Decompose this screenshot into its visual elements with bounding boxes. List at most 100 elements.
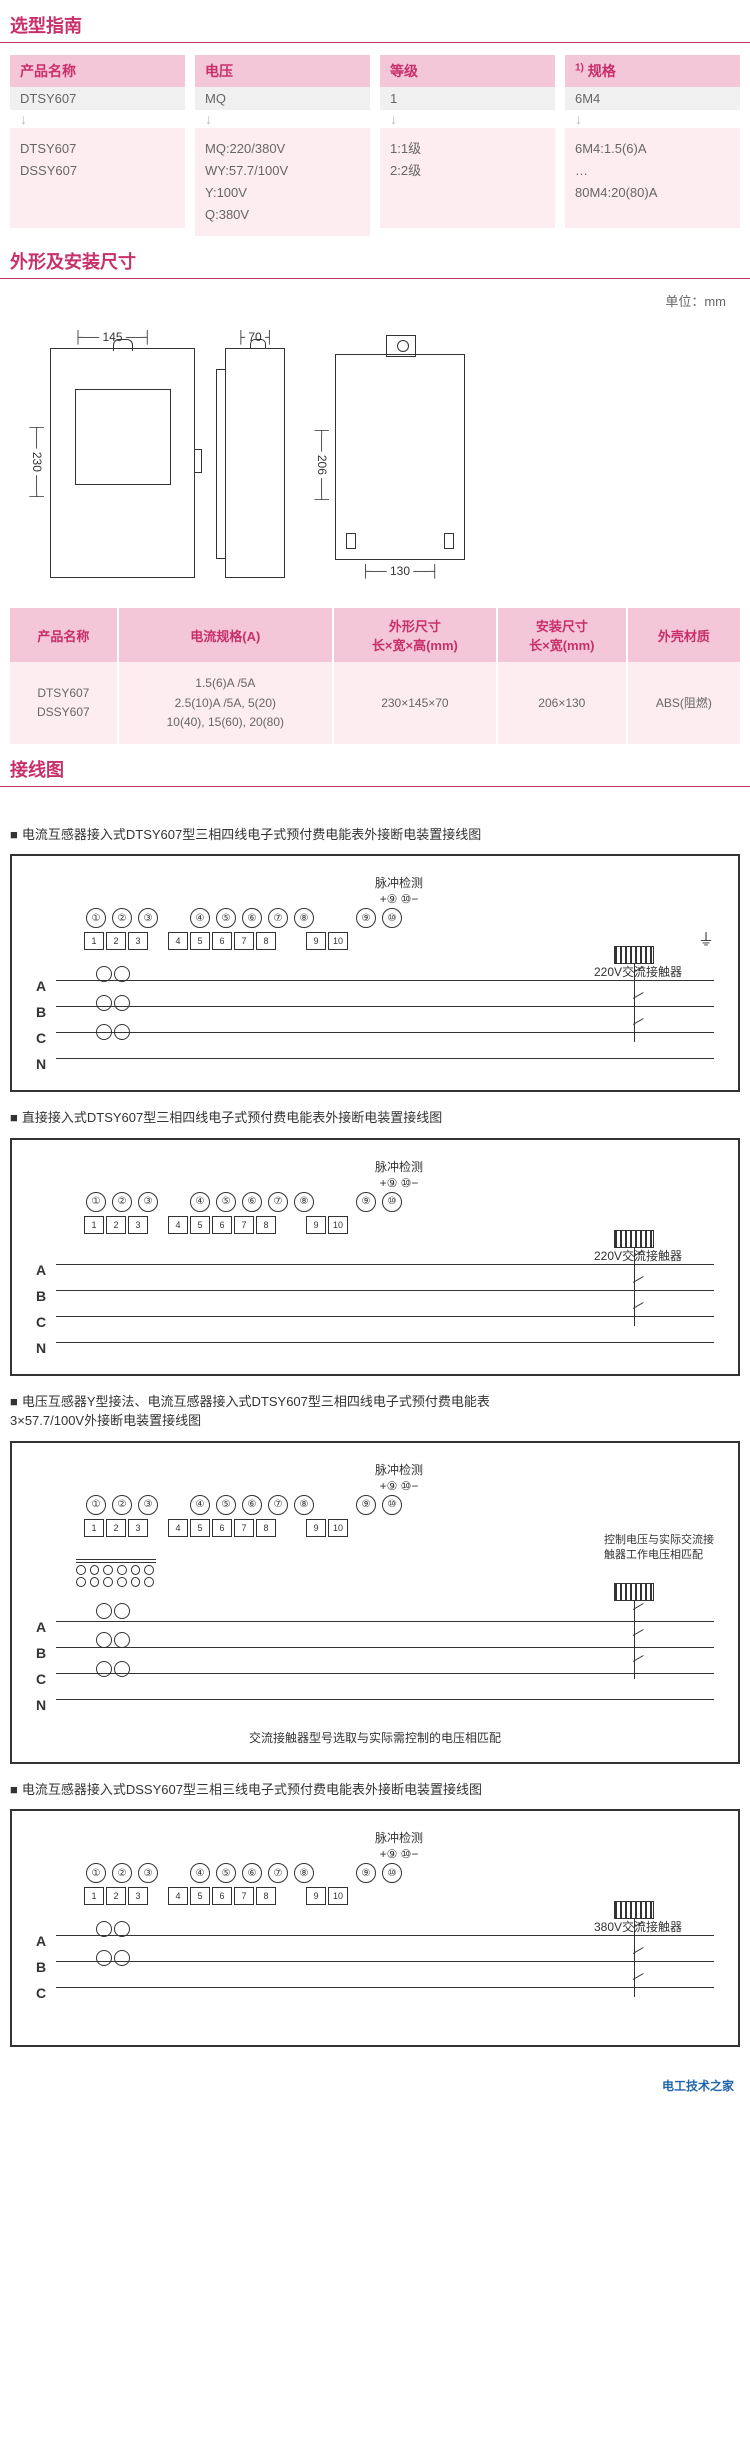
terminal-box: 9 — [306, 1887, 326, 1905]
terminal-box: 2 — [106, 1216, 126, 1234]
terminal-circle: ⑤ — [216, 1863, 236, 1883]
terminal-circle: ④ — [190, 1863, 210, 1883]
terminal-circle: ⑤ — [216, 1495, 236, 1515]
ct-icon — [114, 1661, 130, 1677]
guide-val: 80M4:20(80)A — [575, 182, 730, 204]
terminal-circle: ⑦ — [268, 1495, 288, 1515]
guide-val: DSSY607 — [20, 160, 175, 182]
terminal-box: 6 — [212, 1519, 232, 1537]
phase-label: C — [36, 1024, 46, 1050]
terminal-box: 7 — [234, 1887, 254, 1905]
terminal-circle: ① — [86, 1863, 106, 1883]
terminal-circle: ① — [86, 1495, 106, 1515]
arrow-down-icon: ↓ — [565, 110, 740, 128]
phase-label: N — [36, 1050, 46, 1076]
terminal-box: 10 — [328, 1216, 348, 1234]
pulse-label: 脉冲检测+⑨ ⑩− — [375, 876, 423, 907]
ct-icon — [114, 1921, 130, 1937]
terminal-circle: ⑨ — [356, 908, 376, 928]
terminal-circle: ③ — [138, 1863, 158, 1883]
guide-sub: MQ — [195, 87, 370, 110]
footer-brand: 电工技术之家 — [662, 2079, 734, 2093]
terminal-circles: ①②③④⑤⑥⑦⑧⑨⑩ — [86, 1192, 402, 1212]
arrow-down-icon: ↓ — [195, 110, 370, 128]
arrow-down-icon: ↓ — [380, 110, 555, 128]
contactor-label: 220V交流接触器 — [594, 1248, 714, 1265]
terminal-box: 3 — [128, 1887, 148, 1905]
phase-labels: ABCN — [36, 972, 46, 1076]
ct-icon — [114, 1950, 130, 1966]
terminal-boxes: 12345678910 — [84, 1216, 348, 1234]
contactor-switch-icon — [634, 1653, 684, 1679]
terminal-box: 10 — [328, 1519, 348, 1537]
phase-label: C — [36, 1308, 46, 1334]
guide-val: WY:57.7/100V — [205, 160, 360, 182]
terminal-circles: ①②③④⑤⑥⑦⑧⑨⑩ — [86, 908, 402, 928]
terminal-box: 5 — [190, 932, 210, 950]
dim-height: ├── 206 ──┤ — [315, 426, 329, 504]
guide-val: MQ:220/380V — [205, 138, 360, 160]
terminal-box: 1 — [84, 1887, 104, 1905]
phase-labels: ABCN — [36, 1613, 46, 1717]
terminal-circle: ④ — [190, 908, 210, 928]
wiring-inner: 脉冲检测+⑨ ⑩−①②③④⑤⑥⑦⑧⑨⑩12345678910ABCN220V交流… — [26, 876, 724, 1076]
terminal-circle: ⑧ — [294, 1863, 314, 1883]
terminal-box: 8 — [256, 1887, 276, 1905]
guide-val: 6M4:1.5(6)A — [575, 138, 730, 160]
terminal-box: 8 — [256, 932, 276, 950]
contactor-label: 220V交流接触器 — [594, 964, 714, 981]
guide-val: Y:100V — [205, 182, 360, 204]
terminal-box: 4 — [168, 1216, 188, 1234]
ct-icon — [114, 966, 130, 982]
ct-icon — [114, 1024, 130, 1040]
th-current: 电流规格(A) — [118, 608, 333, 662]
section-title-wiring: 接线图 — [0, 744, 750, 787]
terminal-circle: ⑩ — [382, 1192, 402, 1212]
contactor-coil-icon — [614, 946, 654, 964]
terminal-box: 2 — [106, 1519, 126, 1537]
contactor-switch-icon — [634, 1627, 684, 1653]
contactor-switch-icon — [634, 1945, 684, 1971]
square-bullet-icon: ■ — [10, 1782, 18, 1797]
spec-table: 产品名称 电流规格(A) 外形尺寸 长×宽×高(mm) 安装尺寸 长×宽(mm)… — [10, 608, 740, 744]
terminal-circle: ⑩ — [382, 1863, 402, 1883]
ct-icon — [96, 995, 112, 1011]
guide-val: … — [575, 160, 730, 182]
contactor — [594, 1901, 684, 2011]
guide-sub: 1 — [380, 87, 555, 110]
wiring-inner: 脉冲检测+⑨ ⑩−①②③④⑤⑥⑦⑧⑨⑩12345678910ABCN控制电压与实… — [26, 1463, 724, 1723]
ct-icon — [96, 1950, 112, 1966]
ct-icon — [96, 1921, 112, 1937]
wiring-inner: 脉冲检测+⑨ ⑩−①②③④⑤⑥⑦⑧⑨⑩12345678910ABC380V交流接… — [26, 1831, 724, 2031]
guide-sub: 6M4 — [565, 87, 740, 110]
phase-label: A — [36, 1927, 46, 1953]
terminal-circle: ② — [112, 1192, 132, 1212]
bus-line — [56, 1342, 714, 1368]
terminal-circle: ⑦ — [268, 1192, 288, 1212]
terminal-box: 6 — [212, 1216, 232, 1234]
bottom-note: 交流接触器型号选取与实际需控制的电压相匹配 — [26, 1723, 724, 1748]
terminal-circle: ⑥ — [242, 1495, 262, 1515]
contactor-coil-icon — [614, 1901, 654, 1919]
terminal-box: 5 — [190, 1216, 210, 1234]
guide-col-class: 等级 1 ↓ 1:1级 2:2级 — [380, 55, 555, 236]
pt-transformer-icon — [76, 1559, 156, 1599]
square-bullet-icon: ■ — [10, 1110, 18, 1125]
guide-header-text: 规格 — [588, 63, 616, 79]
contactor — [594, 1583, 684, 1693]
terminal-box: 6 — [212, 932, 232, 950]
terminal-circle: ⑤ — [216, 1192, 236, 1212]
drawing-front: ├── 145 ──┤ ├── 230 ──┤ — [30, 330, 195, 578]
ct-icon — [114, 995, 130, 1011]
ct-icon — [96, 1603, 112, 1619]
phase-label: A — [36, 972, 46, 998]
dimension-drawings: ├── 145 ──┤ ├── 230 ──┤ ├ 70 ┤ ├── 206 ─… — [0, 310, 750, 598]
contactor-switch-icon — [634, 1274, 684, 1300]
phase-label: A — [36, 1613, 46, 1639]
terminal-circle: ⑤ — [216, 908, 236, 928]
terminal-circle: ⑧ — [294, 1495, 314, 1515]
terminal-box: 1 — [84, 932, 104, 950]
guide-val: DTSY607 — [20, 138, 175, 160]
wiring-diagram-box: 脉冲检测+⑨ ⑩−①②③④⑤⑥⑦⑧⑨⑩12345678910ABC380V交流接… — [10, 1809, 740, 2047]
phase-label: B — [36, 1953, 46, 1979]
